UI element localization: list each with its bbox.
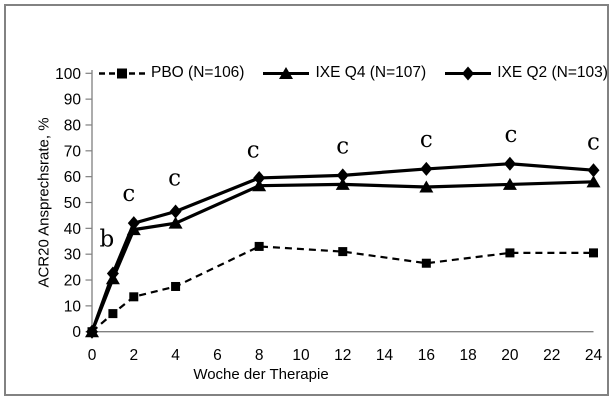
svg-text:c: c (336, 133, 349, 159)
legend-label-pbo: PBO (N=106) (151, 64, 245, 81)
solid-triangle-marker-icon (263, 66, 310, 79)
svg-text:8: 8 (255, 347, 264, 364)
svg-text:70: 70 (64, 143, 82, 160)
svg-text:10: 10 (64, 298, 82, 315)
svg-text:b: b (100, 226, 115, 252)
svg-text:100: 100 (55, 66, 81, 83)
svg-text:c: c (504, 122, 517, 148)
svg-text:c: c (420, 127, 433, 153)
svg-text:0: 0 (88, 347, 97, 364)
svg-text:80: 80 (64, 117, 82, 134)
svg-text:20: 20 (501, 347, 519, 364)
x-tick-labels: 0 2 4 6 8 10 12 14 16 18 20 22 24 (88, 347, 603, 364)
svg-text:22: 22 (543, 347, 560, 364)
svg-text:12: 12 (334, 347, 351, 364)
legend-item-pbo: PBO (N=106) (99, 64, 244, 82)
svg-text:16: 16 (418, 347, 435, 364)
svg-text:20: 20 (64, 273, 82, 290)
chart-legend: PBO (N=106) IXE Q4 (N=107) IXE Q2 (N=103… (99, 61, 608, 85)
series-pbo (87, 241, 598, 337)
svg-text:6: 6 (213, 347, 222, 364)
solid-diamond-marker-icon (445, 66, 492, 80)
x-axis-title: Woche der Therapie (193, 366, 329, 383)
dashed-square-marker-icon (99, 68, 145, 78)
axes (85, 70, 594, 333)
series-ixe-q4 (85, 175, 601, 338)
svg-text:2: 2 (129, 347, 138, 364)
svg-text:18: 18 (460, 347, 477, 364)
svg-text:c: c (168, 166, 181, 192)
legend-item-ixe-q2: IXE Q2 (N=103) (445, 64, 608, 82)
svg-text:14: 14 (376, 347, 394, 364)
legend-label-ixe-q4: IXE Q4 (N=107) (315, 64, 427, 81)
svg-text:30: 30 (64, 247, 82, 264)
svg-text:4: 4 (171, 347, 180, 364)
legend-label-ixe-q2: IXE Q2 (N=103) (497, 64, 608, 81)
svg-text:c: c (587, 130, 600, 156)
y-axis-title: ACR20 Ansprechsrate, % (35, 117, 53, 288)
svg-text:0: 0 (72, 324, 81, 341)
legend-item-ixe-q4: IXE Q4 (N=107) (263, 64, 426, 82)
svg-text:40: 40 (64, 221, 82, 238)
svg-text:24: 24 (585, 347, 603, 364)
svg-text:c: c (247, 137, 260, 163)
chart-figure: 0 10 20 30 40 50 60 70 80 90 100 0 2 4 6 8 10 12 14 16 18 20 2… (4, 4, 609, 396)
svg-text:90: 90 (64, 92, 82, 109)
series-ixe-q2 (86, 156, 600, 339)
svg-text:10: 10 (292, 347, 310, 364)
svg-text:60: 60 (64, 169, 82, 186)
y-tick-labels: 0 10 20 30 40 50 60 70 80 90 100 (55, 66, 81, 341)
svg-text:50: 50 (64, 195, 82, 212)
svg-text:c: c (122, 181, 135, 207)
